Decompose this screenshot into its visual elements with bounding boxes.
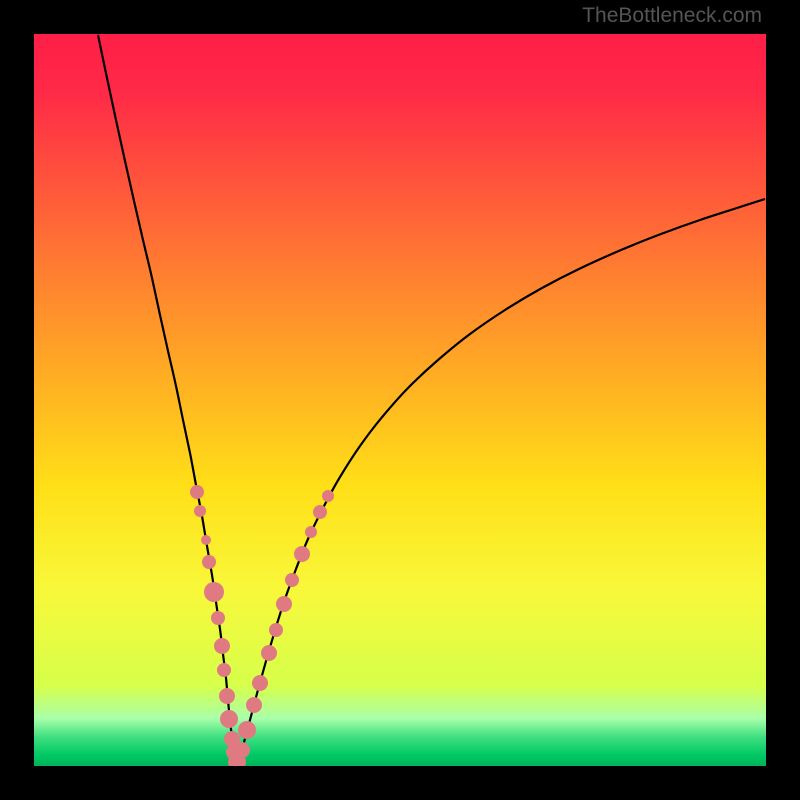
data-marker [276, 596, 292, 612]
data-marker [211, 611, 225, 625]
data-marker [313, 505, 327, 519]
data-marker [217, 663, 231, 677]
data-marker [285, 573, 299, 587]
data-marker [269, 623, 283, 637]
data-marker [246, 697, 262, 713]
data-marker [214, 638, 230, 654]
data-marker [201, 535, 211, 545]
data-marker [238, 721, 256, 739]
data-marker [305, 526, 317, 538]
data-marker [202, 555, 216, 569]
data-marker [261, 645, 277, 661]
data-marker [234, 742, 250, 758]
data-marker [204, 582, 224, 602]
data-marker [252, 675, 268, 691]
data-marker [194, 505, 206, 517]
data-marker [220, 710, 238, 728]
data-marker [294, 546, 310, 562]
data-marker [190, 485, 204, 499]
data-markers [190, 485, 334, 766]
data-marker [219, 688, 235, 704]
plot-area [34, 34, 766, 766]
data-marker [322, 490, 334, 502]
bottleneck-curve [34, 34, 766, 766]
watermark-text: TheBottleneck.com [582, 4, 762, 28]
curve-right-branch [237, 199, 765, 765]
curve-left-branch [98, 35, 237, 765]
